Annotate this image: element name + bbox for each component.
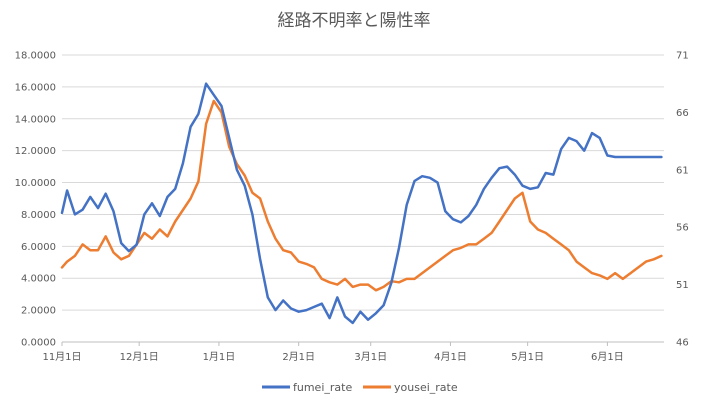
left-axis-ticks: 0.0000 2.0000 4.0000 6.0000 8.0000 10.0000 12.… <box>15 51 56 349</box>
left-tick-label: 4.0000 <box>21 274 56 285</box>
left-tick-label: 10.0000 <box>15 178 56 189</box>
x-tick-label: 3月1日 <box>354 351 387 363</box>
left-tick-label: 18.0000 <box>15 51 56 62</box>
x-tick-label: 5月1日 <box>511 351 544 363</box>
left-tick-label: 12.0000 <box>15 146 56 157</box>
right-tick-label: 51 <box>676 280 689 291</box>
right-axis-ticks: 46 51 56 61 66 71 <box>676 51 689 349</box>
left-tick-label: 6.0000 <box>21 242 56 253</box>
right-tick-label: 46 <box>676 338 689 349</box>
left-tick-label: 2.0000 <box>21 306 56 317</box>
legend-label-yousei_rate: yousei_rate <box>394 381 458 394</box>
x-tick-label: 1月1日 <box>203 351 236 363</box>
chart-title: 経路不明率と陽性率 <box>278 11 431 31</box>
gridlines <box>62 54 664 311</box>
left-tick-label: 16.0000 <box>15 82 56 93</box>
legend-label-fumei_rate: fumei_rate <box>293 381 352 394</box>
x-tick-label: 4月1日 <box>434 351 467 363</box>
x-tick-label: 6月1日 <box>591 351 624 363</box>
series-lines <box>60 82 663 325</box>
series-line-fumei_rate <box>60 82 663 325</box>
x-tick-label: 2月1日 <box>282 351 315 363</box>
left-tick-label: 8.0000 <box>21 210 56 221</box>
right-tick-label: 56 <box>676 223 689 234</box>
left-tick-label: 0.0000 <box>21 338 56 349</box>
x-tick-label: 12月1日 <box>120 351 159 363</box>
x-axis-ticks: 11月1日 12月1日 1月1日 2月1日 3月1日 4月1日 5月1日 6月1日 <box>42 342 624 363</box>
right-tick-label: 66 <box>676 108 689 119</box>
right-tick-label: 61 <box>676 165 689 176</box>
right-tick-label: 71 <box>676 51 689 62</box>
series-line-yousei_rate <box>60 99 663 292</box>
x-tick-label: 11月1日 <box>42 351 81 363</box>
legend: fumei_rate yousei_rate <box>262 381 458 394</box>
left-tick-label: 14.0000 <box>15 114 56 125</box>
